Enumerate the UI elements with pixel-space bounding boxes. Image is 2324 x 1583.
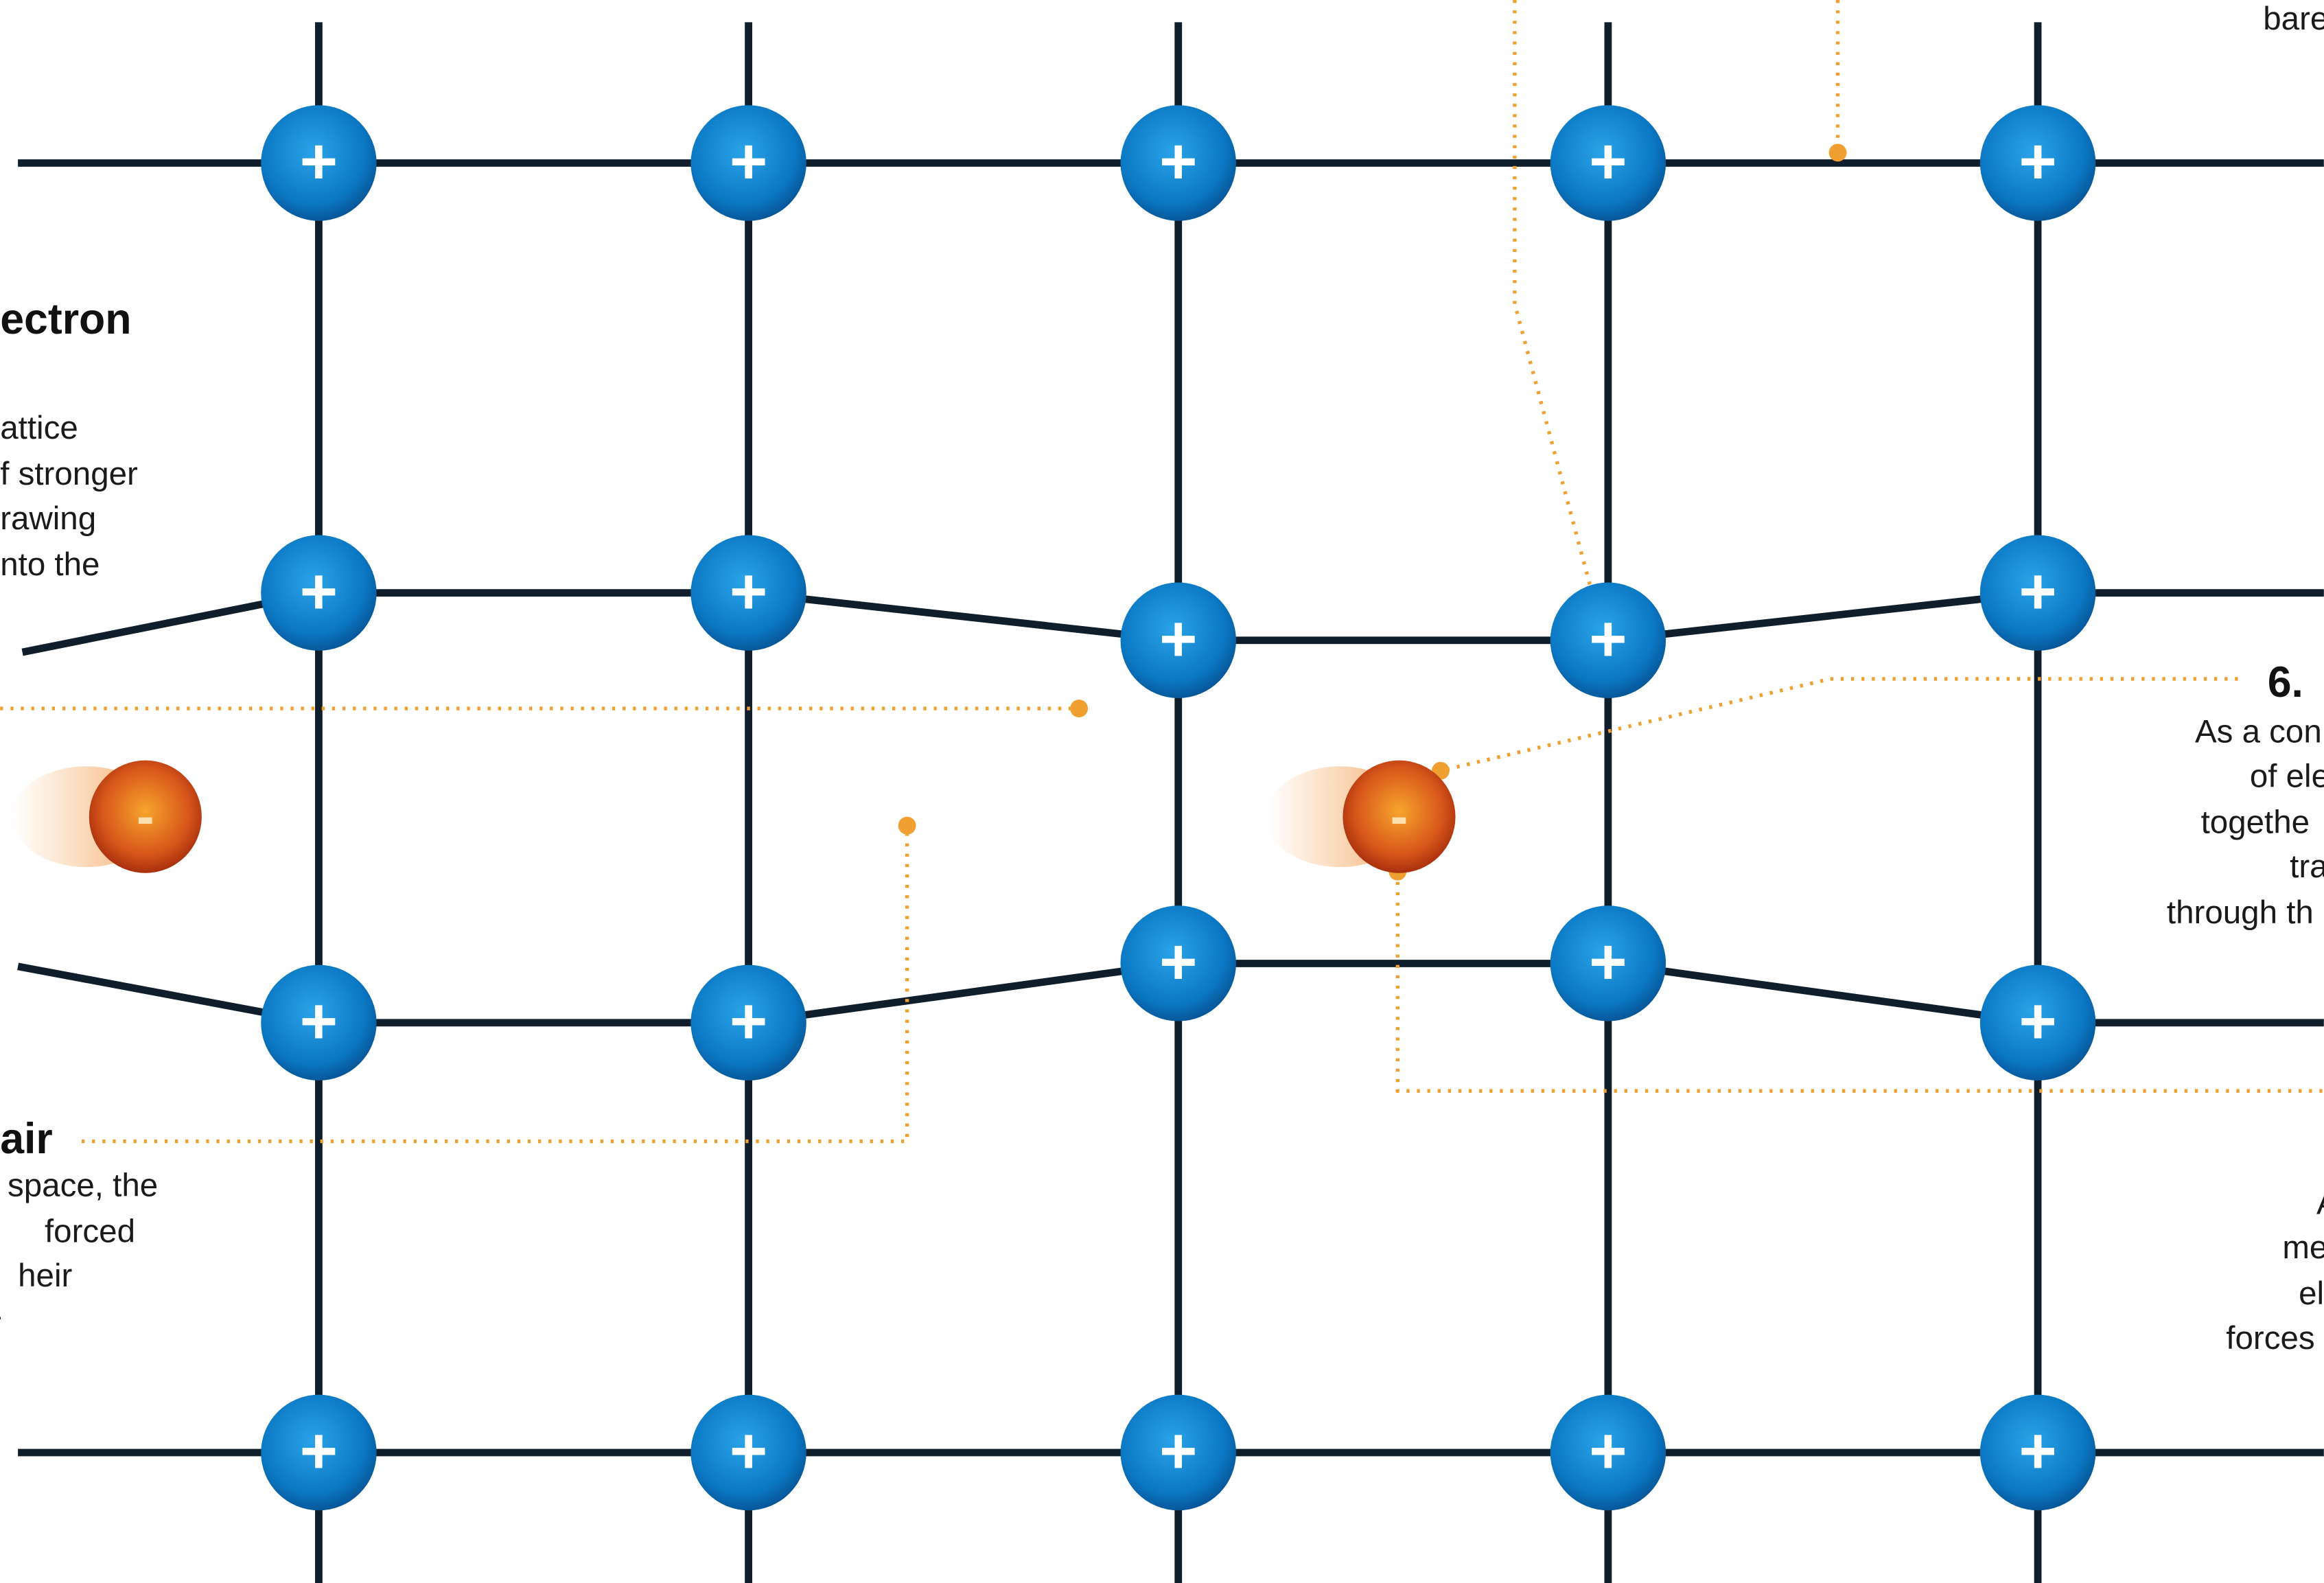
- ion-body: [690, 1394, 806, 1511]
- caption-text: me: [2282, 1229, 2324, 1266]
- ion: +: [1979, 105, 2096, 221]
- ion-body: [1120, 105, 1236, 221]
- callout-lines: [0, 0, 2324, 1144]
- ion-body: [1979, 105, 2096, 221]
- ion-label: +: [1159, 926, 1197, 999]
- ion: +: [690, 964, 806, 1081]
- caption-text: A: [2316, 1185, 2324, 1221]
- ion-body: [1120, 1394, 1236, 1511]
- ion-body: [1550, 1394, 1666, 1511]
- ion-body: [690, 535, 806, 651]
- ion-body: [261, 105, 377, 221]
- ion-body: [1550, 105, 1666, 221]
- ion-body: [1979, 535, 2096, 651]
- ion: +: [1979, 964, 2096, 1081]
- ion-label: +: [1159, 603, 1197, 675]
- vertical-lines: [315, 22, 2042, 1583]
- caption-text: As a con: [2195, 714, 2322, 750]
- ion-label: +: [2019, 555, 2056, 628]
- caption-heading: air: [0, 1115, 53, 1163]
- ion-body: [690, 964, 806, 1081]
- ion: +: [690, 105, 806, 221]
- electron: -: [1266, 760, 1456, 873]
- caption-heading: ectron: [0, 295, 131, 343]
- ion-body: [1120, 905, 1236, 1021]
- lattice: [17, 22, 2324, 1583]
- ion-label: +: [300, 555, 338, 628]
- ion-body: [1979, 964, 2096, 1081]
- ion-body: [261, 964, 377, 1081]
- ion-label: +: [1589, 926, 1627, 999]
- caption-text: rawing: [0, 500, 96, 537]
- ion-label: +: [300, 126, 338, 198]
- ion-label: +: [730, 1415, 767, 1488]
- ion: +: [1120, 105, 1236, 221]
- ion-label: +: [1159, 1415, 1197, 1488]
- ion-label: +: [2019, 126, 2056, 198]
- ion: +: [1550, 582, 1666, 698]
- electron: -: [12, 760, 202, 873]
- ion: +: [1550, 905, 1666, 1021]
- ion-label: +: [1589, 126, 1627, 198]
- ion: +: [1120, 582, 1236, 698]
- ion: +: [261, 1394, 377, 1511]
- caption-text: attice: [0, 410, 78, 446]
- ion-body: [1550, 905, 1666, 1021]
- ion: +: [1550, 1394, 1666, 1511]
- ion-label: +: [2019, 1415, 2056, 1488]
- electron-label: -: [1391, 787, 1408, 846]
- ion-body: [261, 1394, 377, 1511]
- caption-text: forced: [45, 1213, 135, 1249]
- ion-label: +: [300, 1415, 338, 1488]
- ion: +: [1979, 535, 2096, 651]
- ion: +: [690, 1394, 806, 1511]
- ion-label: +: [1159, 126, 1197, 198]
- caption-text: forces: [2226, 1320, 2314, 1356]
- ion-label: +: [300, 985, 338, 1058]
- electron-body: [1343, 760, 1456, 873]
- ion: +: [1979, 1394, 2096, 1511]
- ion-label: +: [2019, 985, 2056, 1058]
- electron-body: [89, 760, 202, 873]
- ion: +: [261, 105, 377, 221]
- ion: +: [261, 535, 377, 651]
- ion-label: +: [730, 985, 767, 1058]
- ion-body: [1120, 582, 1236, 698]
- ion: +: [1120, 1394, 1236, 1511]
- caption-text: space, the: [8, 1167, 158, 1203]
- ion-body: [690, 105, 806, 221]
- ion-label: +: [730, 555, 767, 628]
- electron-label: -: [137, 787, 154, 846]
- caption-text: -: [0, 1297, 2, 1334]
- ion: +: [1120, 905, 1236, 1021]
- caption-text: heir: [18, 1258, 72, 1294]
- ion: +: [1550, 105, 1666, 221]
- ion-body: [1550, 582, 1666, 698]
- caption-text: el: [2299, 1275, 2324, 1312]
- ions: + + + + + + + + + + + + + + + + + + + +: [261, 105, 2096, 1511]
- electrons: --: [12, 760, 1456, 873]
- caption-text: nto the: [0, 546, 100, 583]
- ion: +: [690, 535, 806, 651]
- caption-text: togethe: [2201, 804, 2310, 840]
- ion-label: +: [1589, 603, 1627, 675]
- caption-heading: 6.: [2268, 658, 2303, 706]
- ion-body: [261, 535, 377, 651]
- caption-text: tra: [2290, 848, 2324, 885]
- ion: +: [261, 964, 377, 1081]
- caption-text: bare: [2263, 1, 2324, 37]
- ion-body: [1979, 1394, 2096, 1511]
- caption-text: of ele: [2250, 759, 2324, 795]
- caption-text: f stronger: [0, 456, 138, 492]
- caption-text: through th: [2167, 894, 2314, 931]
- ion-label: +: [1589, 1415, 1627, 1488]
- ion-label: +: [730, 126, 767, 198]
